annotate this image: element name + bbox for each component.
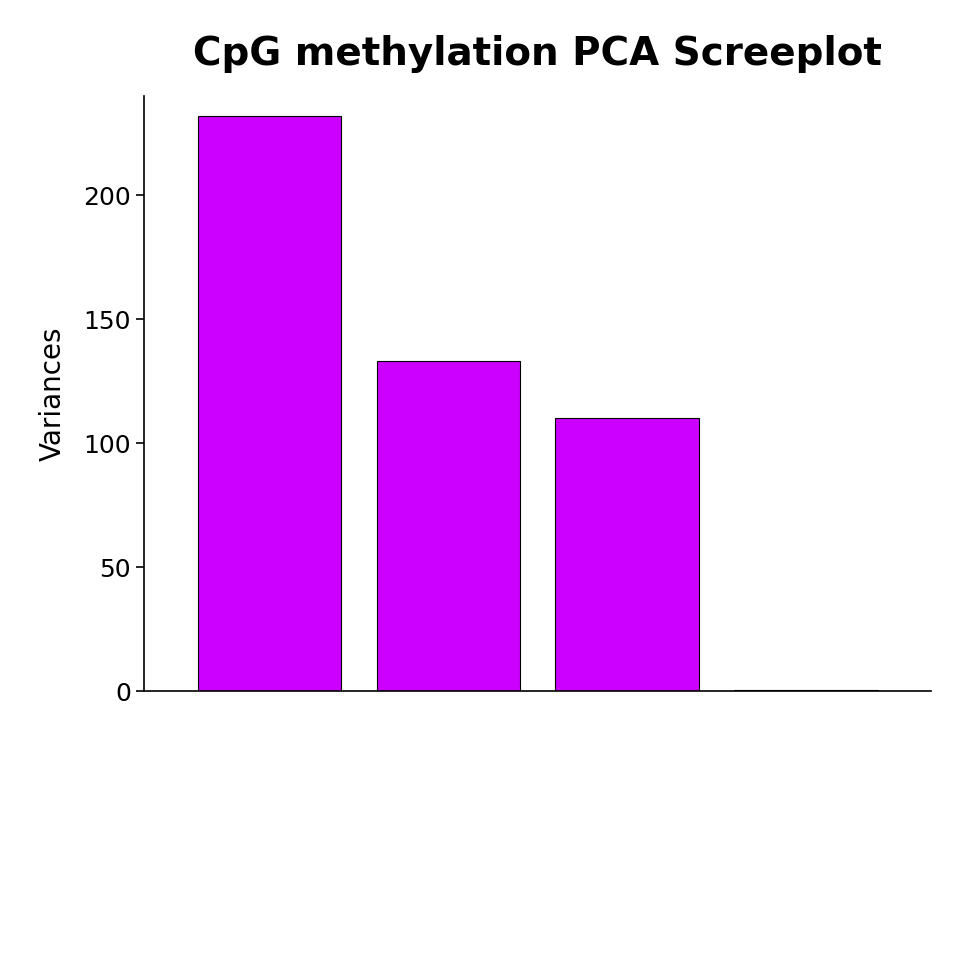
Bar — [376, 361, 519, 691]
Y-axis label: Variances: Variances — [38, 326, 66, 461]
Title: CpG methylation PCA Screeplot: CpG methylation PCA Screeplot — [193, 36, 882, 74]
Bar — [556, 419, 699, 691]
Bar — [198, 116, 341, 691]
